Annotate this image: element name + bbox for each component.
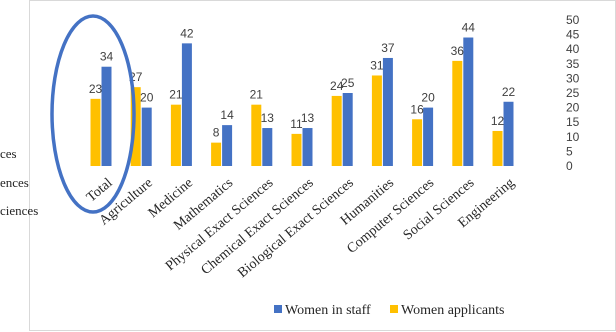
y-tick-label: 25 — [566, 86, 580, 100]
value-label-applicants-mathematics: 8 — [213, 126, 220, 140]
value-label-staff-biological-exact-sciences: 25 — [341, 76, 355, 90]
y-tick-label: 30 — [566, 71, 580, 85]
value-label-staff-engineering: 22 — [502, 85, 516, 99]
bars-layer — [90, 37, 514, 166]
bar-staff-humanities — [382, 57, 393, 166]
left-fragment: ces — [0, 146, 17, 161]
y-tick-label: 40 — [566, 42, 580, 56]
category-label-social-sciences: Social Sciences — [401, 176, 478, 244]
y-tick-label: 10 — [566, 130, 580, 144]
value-label-applicants-medicine: 21 — [169, 88, 183, 102]
y-tick-label: 5 — [566, 144, 573, 158]
value-label-applicants-engineering: 12 — [491, 114, 505, 128]
left-fragment: ciences — [0, 203, 38, 218]
value-label-applicants-total: 23 — [89, 82, 103, 96]
value-label-applicants-chemical-exact-sciences: 11 — [290, 117, 303, 131]
y-tick-label: 35 — [566, 57, 580, 71]
value-label-staff-medicine: 42 — [180, 26, 194, 40]
left-fragments: ces ences ciences — [0, 146, 38, 218]
bar-applicants-engineering — [492, 130, 503, 166]
y-tick-label: 0 — [566, 159, 573, 173]
y-tick-label: 45 — [566, 28, 580, 42]
highlight-ellipse — [50, 14, 136, 214]
bar-applicants-physical-exact-sciences — [251, 104, 262, 166]
chart-frame — [29, 0, 616, 331]
y-tick-label: 50 — [566, 13, 580, 27]
bar-staff-physical-exact-sciences — [262, 128, 273, 166]
bar-staff-engineering — [503, 101, 514, 166]
value-label-staff-mathematics: 14 — [220, 108, 234, 122]
bar-applicants-mathematics — [211, 142, 222, 166]
bar-applicants-medicine — [170, 104, 181, 166]
value-label-staff-total: 34 — [100, 50, 114, 64]
bar-staff-computer-sciences — [423, 107, 434, 166]
bar-staff-chemical-exact-sciences — [302, 128, 313, 166]
value-label-applicants-biological-exact-sciences: 24 — [330, 79, 344, 93]
value-label-applicants-social-sciences: 36 — [451, 44, 465, 58]
category-labels-layer: TotalAgricultureMedicineMathematicsPhysi… — [84, 176, 518, 282]
bar-applicants-social-sciences — [452, 60, 463, 166]
value-label-staff-social-sciences: 44 — [462, 21, 476, 35]
bar-staff-agriculture — [141, 107, 152, 166]
value-label-staff-chemical-exact-sciences: 13 — [301, 111, 315, 125]
legend-swatch-women-in-staff — [274, 305, 282, 313]
bar-applicants-agriculture — [130, 87, 141, 166]
bar-applicants-chemical-exact-sciences — [291, 133, 302, 166]
y-tick-label: 15 — [566, 115, 580, 129]
bar-staff-social-sciences — [463, 37, 474, 166]
legend-label-women-in-staff: Women in staff — [285, 303, 371, 318]
bar-applicants-total — [90, 98, 101, 166]
left-fragment: ences — [0, 175, 29, 190]
value-label-staff-computer-sciences: 20 — [421, 91, 435, 105]
bar-staff-medicine — [181, 43, 192, 166]
value-label-staff-physical-exact-sciences: 13 — [261, 111, 275, 125]
y-tick-label: 20 — [566, 101, 580, 115]
bar-staff-total — [101, 66, 112, 166]
legend-label-women-applicants: Women applicants — [401, 303, 504, 318]
bar-staff-mathematics — [222, 125, 233, 166]
legend: Women in staff Women applicants — [274, 303, 504, 318]
bar-applicants-biological-exact-sciences — [331, 95, 342, 166]
value-label-applicants-humanities: 31 — [370, 58, 384, 72]
legend-swatch-women-applicants — [390, 305, 398, 313]
value-label-applicants-physical-exact-sciences: 21 — [250, 88, 264, 102]
bar-staff-biological-exact-sciences — [342, 93, 353, 166]
bar-applicants-computer-sciences — [412, 119, 423, 166]
value-label-staff-humanities: 37 — [381, 41, 395, 55]
bar-applicants-humanities — [371, 75, 382, 166]
value-label-applicants-computer-sciences: 16 — [410, 102, 424, 116]
value-label-staff-agriculture: 20 — [140, 91, 154, 105]
